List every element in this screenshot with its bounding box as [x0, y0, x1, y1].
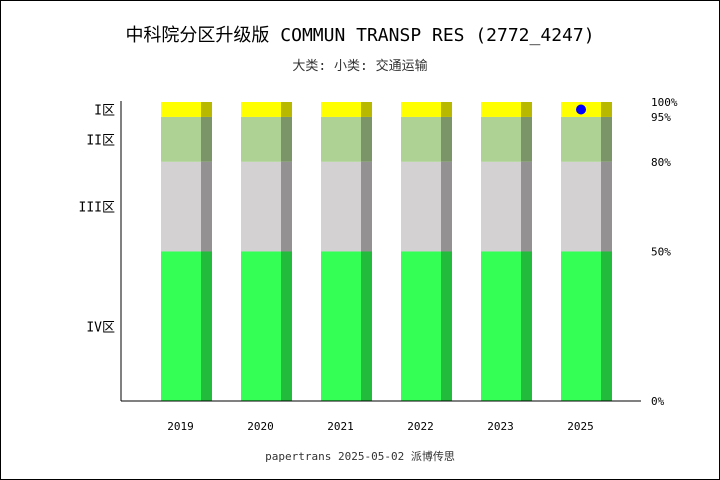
bar-segment-2021-band-2	[321, 161, 361, 252]
bar-segment-2022-band-4	[401, 102, 441, 117]
bar-segment-2023-band-1	[481, 251, 521, 401]
x-tick-label: 2021	[327, 420, 354, 433]
bar-shade-2020-band-1	[281, 251, 292, 401]
zone-label: III区	[79, 201, 115, 216]
bar-shade-2021-band-1	[361, 251, 372, 401]
bar-shade-2019-band-3	[201, 116, 212, 162]
bar-segment-2023-band-2	[481, 161, 521, 252]
bar-shade-2019-band-1	[201, 251, 212, 401]
bar-segment-2022-band-3	[401, 116, 441, 162]
bar-shade-2020-band-2	[281, 161, 292, 252]
y-tick-labels-group: 0% 50% 80% 95% 100%	[651, 96, 678, 408]
chart-subtitle: 大类: 小类: 交通运输	[292, 58, 427, 74]
bar-2023	[481, 102, 532, 401]
zone-label: II区	[86, 133, 115, 148]
bar-shade-2020-band-3	[281, 116, 292, 162]
bar-shade-2023-band-2	[521, 161, 532, 252]
x-tick-label: 2022	[407, 420, 434, 433]
bar-2020	[241, 102, 292, 401]
bar-shade-2020-band-4	[281, 102, 292, 117]
bar-shade-2021-band-4	[361, 102, 372, 117]
x-tick-label: 2019	[167, 420, 194, 433]
marker-2025	[576, 104, 586, 115]
bar-shade-2021-band-2	[361, 161, 372, 252]
bar-shade-2022-band-3	[441, 116, 452, 162]
bar-segment-2021-band-3	[321, 116, 361, 162]
bar-segment-2023-band-4	[481, 102, 521, 117]
x-tick-label: 2020	[247, 420, 274, 433]
bar-segment-2025-band-1	[561, 251, 601, 401]
bar-segment-2021-band-4	[321, 102, 361, 117]
y-tick-label: 50%	[651, 246, 671, 259]
bar-shade-2023-band-3	[521, 116, 532, 162]
bar-shade-2023-band-1	[521, 251, 532, 401]
bar-segment-2020-band-3	[241, 116, 281, 162]
x-tick-label: 2025	[567, 420, 594, 433]
bar-segment-2019-band-4	[161, 102, 201, 117]
y-tick-label: 95%	[651, 111, 671, 124]
bar-shade-2022-band-4	[441, 102, 452, 117]
bars-group	[161, 102, 612, 401]
bar-segment-2019-band-2	[161, 161, 201, 252]
bar-segment-2019-band-3	[161, 116, 201, 162]
bar-segment-2022-band-1	[401, 251, 441, 401]
bar-segment-2025-band-3	[561, 116, 601, 162]
bar-shade-2019-band-2	[201, 161, 212, 252]
bar-shade-2019-band-4	[201, 102, 212, 117]
bar-segment-2020-band-2	[241, 161, 281, 252]
bar-2025	[561, 102, 612, 401]
bar-shade-2025-band-4	[601, 102, 612, 117]
bar-segment-2023-band-3	[481, 116, 521, 162]
bar-2022	[401, 102, 452, 401]
bar-2021	[321, 102, 372, 401]
bar-shade-2025-band-1	[601, 251, 612, 401]
y-tick-label: 0%	[651, 395, 665, 408]
chart-footer: papertrans 2025-05-02 派博传思	[265, 450, 455, 463]
bar-2019	[161, 102, 212, 401]
x-tick-labels-group: 2019 2020 2021 2022 2023 2025	[167, 420, 594, 433]
bar-shade-2022-band-2	[441, 161, 452, 252]
bar-segment-2020-band-1	[241, 251, 281, 401]
bar-segment-2022-band-2	[401, 161, 441, 252]
bar-segment-2025-band-2	[561, 161, 601, 252]
bar-shade-2021-band-3	[361, 116, 372, 162]
x-tick-label: 2023	[487, 420, 514, 433]
zone-label: IV区	[86, 320, 115, 335]
bar-shade-2023-band-4	[521, 102, 532, 117]
y-tick-label: 100%	[651, 96, 678, 109]
zone-labels-group: IV区 III区 II区 I区	[79, 103, 115, 335]
y-tick-label: 80%	[651, 156, 671, 169]
bar-shade-2022-band-1	[441, 251, 452, 401]
bar-segment-2020-band-4	[241, 102, 281, 117]
bar-shade-2025-band-2	[601, 161, 612, 252]
zone-label: I区	[94, 103, 115, 118]
markers-group	[576, 104, 586, 115]
bar-segment-2021-band-1	[321, 251, 361, 401]
chart-title: 中科院分区升级版 COMMUN TRANSP RES (2772_4247)	[125, 25, 594, 46]
bar-segment-2019-band-1	[161, 251, 201, 401]
bar-shade-2025-band-3	[601, 116, 612, 162]
